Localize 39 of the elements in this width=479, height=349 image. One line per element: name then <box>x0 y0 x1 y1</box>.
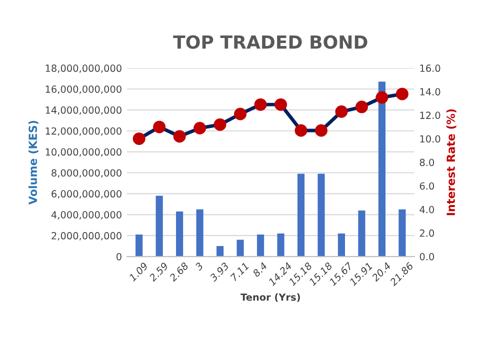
y2-tick-label: 8.0 <box>420 158 434 166</box>
y-tick-label: 0 <box>116 252 122 260</box>
y-tick-label: 16,000,000,000 <box>46 85 122 94</box>
x-axis-title: Tenor (Yrs) <box>240 293 300 302</box>
y2-tick-label: 2.0 <box>420 229 434 237</box>
bar <box>297 174 305 257</box>
bar <box>378 82 386 257</box>
y2-tick-label: 12.0 <box>420 112 440 119</box>
bar <box>176 211 184 257</box>
bar <box>277 233 284 257</box>
y-tick-label: 2,000,000,000 <box>52 232 122 240</box>
bar <box>216 246 224 257</box>
bar <box>338 233 346 257</box>
y2-tick-label: 4.0 <box>420 206 434 214</box>
y-tick-label: 18,000,000,000 <box>46 64 122 73</box>
chart-title: TOP TRADED BOND <box>173 35 368 49</box>
bar <box>236 240 244 257</box>
bar <box>156 196 163 257</box>
y2-tick-label: 6.0 <box>420 182 434 190</box>
bar <box>398 209 406 257</box>
y-tick-label: 14,000,000,000 <box>46 106 122 115</box>
bar <box>358 210 366 257</box>
x-tick-label: 8.4 <box>252 262 268 278</box>
y2-tick-label: 10.0 <box>420 135 440 143</box>
y-tick-label: 6,000,000,000 <box>52 190 122 199</box>
y-tick-label: 10,000,000,000 <box>46 148 122 157</box>
y2-axis-title: Interest Rate (%) <box>446 109 456 216</box>
bar <box>318 174 325 257</box>
x-tick-label: 3 <box>194 262 204 272</box>
y-tick-label: 4,000,000,000 <box>51 211 122 220</box>
y2-tick-label: 14.0 <box>420 88 440 96</box>
y-axis-title: Volume (KES) <box>28 120 38 205</box>
bar <box>256 234 264 257</box>
bar <box>136 234 143 257</box>
y-tick-label: 8,000,000,000 <box>52 169 122 178</box>
y2-tick-label: 0.0 <box>420 252 434 260</box>
y2-tick-label: 16.0 <box>420 64 440 72</box>
bar <box>196 209 204 257</box>
y-tick-label: 12,000,000,000 <box>46 127 122 136</box>
